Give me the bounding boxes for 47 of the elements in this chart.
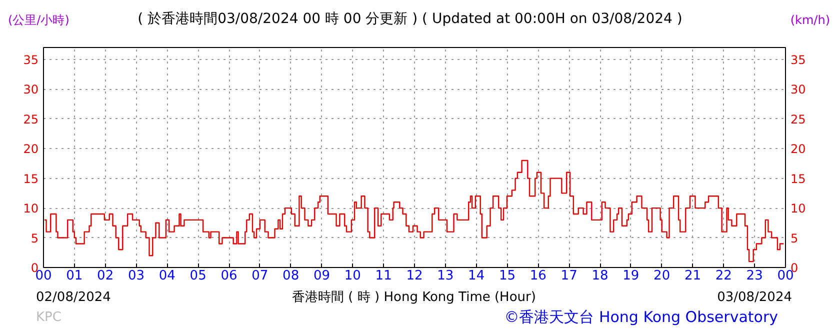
y2-axis-title: (km/h)	[790, 12, 830, 29]
x-tick-label: 09	[313, 268, 330, 284]
x-tick-label: 02	[97, 268, 114, 284]
x-tick-label: 06	[220, 268, 238, 284]
x-tick-label: 07	[252, 268, 268, 284]
y-tick-label: 20	[23, 142, 39, 156]
x-tick-label: 18	[592, 268, 608, 284]
x-tick-label: 11	[375, 268, 392, 284]
y-tick-label: 10	[23, 202, 39, 216]
x-tick-label: 03	[128, 268, 145, 284]
text: KPC	[36, 309, 62, 327]
x-tick-label: 04	[158, 268, 176, 284]
x-tick-label: 14	[468, 268, 485, 284]
y2-tick-label: 5	[790, 231, 798, 246]
y-tick-label: 25	[23, 112, 39, 126]
text: 02/08/2024	[36, 289, 111, 307]
text: ©香港天文台 Hong Kong Observatory	[504, 307, 778, 328]
y-tick-label: 15	[23, 172, 39, 186]
x-tick-label: 13	[437, 268, 454, 284]
x-tick-label: 22	[715, 268, 732, 284]
y-tick-label: 30	[23, 82, 39, 97]
y2-tick-label: 10	[790, 202, 806, 216]
y2-tick-label: 20	[790, 142, 806, 156]
x-tick-label: 12	[406, 268, 423, 284]
x-axis-title: 香港時間 ( 時 ) Hong Kong Time (Hour)	[292, 289, 536, 307]
x-tick-label: 23	[746, 268, 763, 284]
y2-tick-label: 25	[790, 112, 806, 126]
text: 03/08/2024	[717, 289, 792, 307]
x-tick-label: 00	[35, 268, 52, 284]
y-tick-label: 5	[30, 231, 39, 246]
x-tick-label: 15	[498, 268, 516, 284]
chart-title: ( 於香港時間03/08/2024 00 時 00 分更新 ) ( Updated at 00:00H on 03/08/2024 )	[138, 10, 682, 29]
y-axis-title: (公里/小時)	[8, 12, 70, 29]
x-tick-label: 19	[622, 268, 640, 284]
y2-tick-label: 35	[790, 52, 806, 67]
x-tick-label: 21	[684, 268, 702, 284]
y2-tick-label: 30	[790, 82, 806, 97]
x-tick-label: 05	[190, 268, 206, 284]
y2-tick-label: 15	[790, 172, 806, 186]
x-tick-label: 08	[282, 268, 300, 284]
x-tick-label: 20	[654, 268, 670, 284]
x-tick-label: 17	[560, 268, 578, 284]
x-tick-label: 10	[344, 268, 361, 284]
x-tick-label: 01	[66, 268, 83, 284]
y-tick-label: 35	[23, 52, 39, 67]
x-tick-label: 16	[530, 268, 546, 284]
x-tick-label: 00	[777, 268, 794, 284]
